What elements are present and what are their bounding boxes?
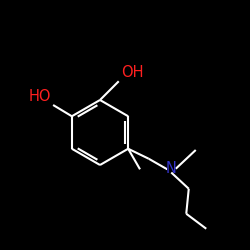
Text: HO: HO [28, 89, 51, 104]
Text: N: N [166, 161, 177, 176]
Text: OH: OH [121, 65, 143, 80]
